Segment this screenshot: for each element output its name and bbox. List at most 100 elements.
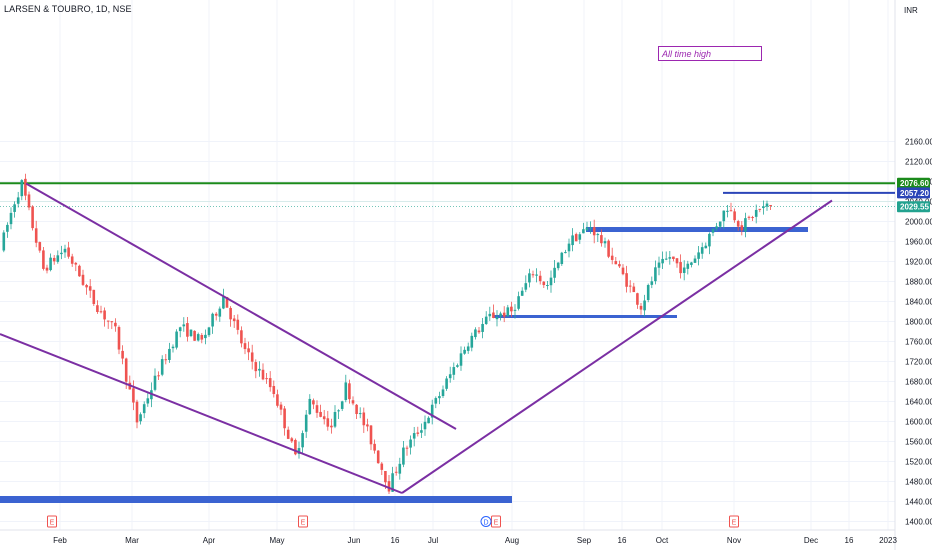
candle-body bbox=[96, 305, 99, 312]
candle-body bbox=[27, 194, 31, 208]
candle-body bbox=[546, 285, 549, 287]
descending-support-trendline bbox=[0, 333, 403, 494]
candle-body bbox=[106, 320, 110, 322]
candle-body bbox=[2, 232, 6, 251]
candle-body bbox=[751, 217, 754, 219]
candle-body bbox=[85, 285, 88, 288]
price-tick-label: 1680.00 bbox=[905, 378, 932, 387]
candle-body bbox=[6, 224, 9, 232]
candle-body bbox=[146, 398, 150, 404]
candle-body bbox=[366, 424, 369, 427]
time-tick-label: Mar bbox=[125, 536, 139, 545]
candlestick-series bbox=[2, 173, 772, 495]
candle-body bbox=[427, 417, 430, 424]
candle-body bbox=[614, 261, 618, 265]
candle-body bbox=[369, 425, 373, 445]
dividend-marker bbox=[480, 516, 492, 527]
candle-body bbox=[196, 334, 200, 341]
price-tick-label: 2160.00 bbox=[905, 138, 932, 147]
candle-body bbox=[621, 267, 625, 275]
candle-body bbox=[193, 330, 196, 341]
trend-lines bbox=[0, 182, 833, 494]
candle-body bbox=[600, 235, 603, 244]
descending-resistance-trendline bbox=[25, 182, 457, 430]
candle-body bbox=[247, 348, 250, 353]
candle-body bbox=[754, 209, 758, 217]
candle-body bbox=[333, 412, 337, 427]
candle-body bbox=[693, 258, 697, 263]
time-tick-label: Sep bbox=[577, 536, 592, 545]
candle-body bbox=[661, 258, 664, 264]
candle-body bbox=[618, 264, 621, 267]
candle-body bbox=[441, 389, 445, 397]
earnings-marker bbox=[729, 515, 739, 528]
price-tick-label: 1720.00 bbox=[905, 358, 932, 367]
candle-body bbox=[315, 405, 319, 413]
candle-body bbox=[470, 335, 474, 348]
candle-body bbox=[535, 274, 538, 276]
candle-body bbox=[153, 375, 157, 390]
candle-body bbox=[704, 245, 708, 249]
candle-body bbox=[142, 404, 146, 414]
candle-body bbox=[416, 432, 420, 434]
candle-body bbox=[474, 329, 477, 338]
time-tick-label: Oct bbox=[656, 536, 669, 545]
candle-body bbox=[585, 227, 589, 231]
candle-body bbox=[603, 241, 607, 244]
candle-body bbox=[232, 318, 236, 322]
candle-body bbox=[466, 346, 470, 351]
candle-body bbox=[697, 252, 700, 259]
earnings-marker bbox=[298, 515, 308, 528]
candle-body bbox=[344, 382, 348, 401]
candle-body bbox=[13, 204, 16, 212]
candle-body bbox=[340, 401, 344, 409]
candle-body bbox=[157, 375, 160, 377]
candle-body bbox=[186, 323, 189, 337]
price-tick-label: 1800.00 bbox=[905, 318, 932, 327]
time-tick-label: 16 bbox=[391, 536, 400, 545]
candle-body bbox=[445, 378, 448, 389]
candle-body bbox=[736, 221, 740, 227]
candle-body bbox=[139, 414, 142, 422]
candle-body bbox=[114, 322, 117, 327]
price-tick-label: 2000.00 bbox=[905, 218, 932, 227]
candle-body bbox=[319, 411, 322, 417]
earnings-marker-label: E bbox=[732, 520, 737, 527]
candle-body bbox=[387, 481, 391, 492]
candle-body bbox=[747, 216, 751, 218]
earnings-marker bbox=[47, 515, 57, 528]
candle-body bbox=[229, 307, 232, 320]
price-tick-label: 2120.00 bbox=[905, 158, 932, 167]
candle-body bbox=[268, 378, 272, 388]
candle-body bbox=[254, 362, 258, 372]
candle-body bbox=[740, 225, 744, 231]
candle-body bbox=[380, 463, 384, 470]
candle-body bbox=[124, 358, 128, 382]
candle-body bbox=[564, 252, 567, 254]
candle-body bbox=[326, 418, 330, 427]
level-lines bbox=[0, 182, 895, 503]
candle-body bbox=[358, 413, 362, 415]
candle-body bbox=[402, 447, 405, 465]
candle-body bbox=[553, 267, 556, 278]
candle-body bbox=[168, 348, 171, 360]
candle-body bbox=[376, 450, 380, 464]
candle-body bbox=[45, 267, 49, 271]
candle-body bbox=[20, 180, 24, 197]
time-tick-label: Dec bbox=[804, 536, 818, 545]
candle-body bbox=[664, 258, 668, 260]
all-time-high-annotation[interactable]: All time high bbox=[658, 46, 762, 61]
candle-body bbox=[103, 310, 106, 320]
candle-body bbox=[135, 401, 139, 423]
candle-body bbox=[459, 353, 463, 366]
time-tick-label: Jul bbox=[428, 536, 438, 545]
candle-body bbox=[506, 307, 510, 317]
price-tick-label: 1760.00 bbox=[905, 338, 932, 347]
ascending-support-trendline bbox=[401, 199, 833, 494]
candle-body bbox=[70, 256, 74, 264]
candle-body bbox=[524, 283, 528, 290]
time-tick-label: Feb bbox=[53, 536, 67, 545]
time-axis[interactable]: Feb Mar Apr May Jun 16 Jul Aug Sep 16 Oct Nov Dec 16 2… bbox=[53, 536, 897, 545]
candle-body bbox=[560, 252, 564, 265]
